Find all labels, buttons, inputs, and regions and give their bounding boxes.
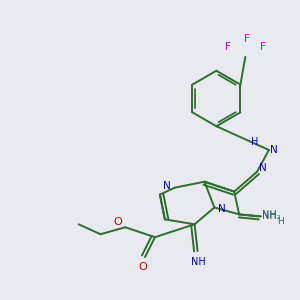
Text: O: O — [139, 262, 147, 272]
Text: F: F — [244, 34, 250, 44]
Text: N: N — [259, 163, 267, 173]
Text: NH₂: NH₂ — [262, 212, 280, 221]
Text: NH: NH — [191, 257, 206, 267]
Text: N: N — [163, 181, 171, 191]
Text: NH: NH — [262, 210, 276, 220]
Text: N: N — [270, 145, 278, 155]
Text: F: F — [260, 42, 266, 52]
Text: H: H — [278, 217, 284, 226]
Text: F: F — [225, 42, 230, 52]
Text: N: N — [218, 204, 226, 214]
Text: H: H — [251, 137, 259, 147]
Text: O: O — [113, 217, 122, 227]
